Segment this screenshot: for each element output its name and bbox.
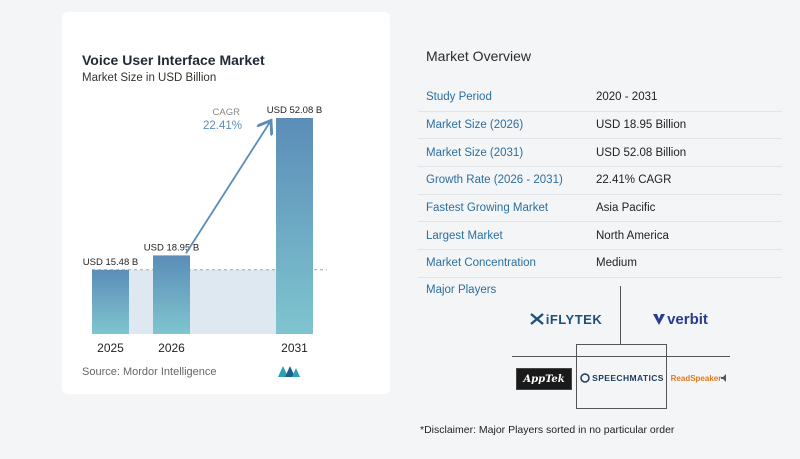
- player-logo-verbit: verbit: [640, 306, 720, 332]
- players-title: Major Players: [426, 284, 496, 296]
- source-note: Source: Mordor Intelligence: [82, 366, 217, 378]
- overview-label: Market Size (2031): [418, 147, 596, 159]
- overview-label: Market Size (2026): [418, 119, 596, 131]
- cagr-arrow: [186, 122, 270, 253]
- overview-value: USD 52.08 Billion: [596, 147, 686, 159]
- overview-label: Market Concentration: [418, 257, 596, 269]
- overview-value: Asia Pacific: [596, 202, 655, 214]
- chart-subtitle: Market Size in USD Billion: [82, 72, 216, 84]
- x-tick-label-2026: 2026: [158, 341, 185, 355]
- overview-row: Largest MarketNorth America: [418, 222, 782, 250]
- overview-row: Market Size (2031)USD 52.08 Billion: [418, 139, 782, 167]
- overview-label: Fastest Growing Market: [418, 202, 596, 214]
- player-logo-iflytek: iFLYTEK: [520, 306, 612, 332]
- data-label-2031: USD 52.08 B: [267, 105, 322, 116]
- overview-label: Largest Market: [418, 230, 596, 242]
- verbit-v-icon: [652, 312, 666, 326]
- x-tick-label-2031: 2031: [281, 341, 308, 355]
- cagr-value: 22.41%: [203, 120, 242, 132]
- mordor-logo-icon: [277, 364, 301, 378]
- overview-value: North America: [596, 230, 669, 242]
- player-name: verbit: [667, 311, 708, 328]
- cagr-label: CAGR: [213, 107, 241, 118]
- player-name: SPEECHMATICS: [592, 373, 664, 383]
- overview-value: Medium: [596, 257, 637, 269]
- bar-2025: [92, 270, 129, 334]
- overview-value: USD 18.95 Billion: [596, 119, 686, 131]
- x-tick-label-2025: 2025: [97, 341, 124, 355]
- player-logo-speechmatics: SPEECHMATICS: [580, 368, 664, 388]
- grid-divider: [620, 286, 621, 344]
- player-logo-apptek: AppTek: [516, 368, 572, 390]
- player-name: AppTek: [523, 374, 564, 385]
- overview-row: Growth Rate (2026 - 2031)22.41% CAGR: [418, 167, 782, 195]
- grid-divider: [666, 344, 667, 408]
- iflytek-mark-icon: [530, 312, 544, 326]
- overview-value: 2020 - 2031: [596, 91, 657, 103]
- overview-label: Growth Rate (2026 - 2031): [418, 174, 596, 186]
- player-logo-readspeaker: ReadSpeaker: [670, 368, 730, 388]
- speechmatics-dot-icon: [580, 373, 590, 383]
- overview-value: 22.41% CAGR: [596, 174, 671, 186]
- grid-divider: [576, 344, 666, 345]
- grid-divider: [512, 356, 730, 357]
- overview-row: Market ConcentrationMedium: [418, 250, 782, 278]
- data-label-2026: USD 18.95 B: [144, 242, 199, 253]
- player-name: ReadSpeaker: [671, 374, 722, 383]
- overview-table: Study Period2020 - 2031 Market Size (202…: [418, 84, 782, 278]
- bar-2031: [276, 118, 313, 334]
- speaker-icon: [721, 374, 729, 382]
- disclaimer: *Disclaimer: Major Players sorted in no …: [420, 424, 674, 436]
- player-name: iFLYTEK: [546, 312, 602, 327]
- bar-chart: USD 15.48 B 2025 USD 18.95 B 2026 USD 52.08 …: [62, 12, 390, 394]
- overview-title: Market Overview: [426, 48, 531, 64]
- chart-title: Voice User Interface Market: [82, 52, 265, 68]
- grid-divider: [576, 408, 667, 409]
- overview-row: Study Period2020 - 2031: [418, 84, 782, 112]
- overview-row: Market Size (2026)USD 18.95 Billion: [418, 112, 782, 140]
- bar-2026: [153, 255, 190, 334]
- overview-label: Study Period: [418, 91, 596, 103]
- data-label-2025: USD 15.48 B: [83, 257, 138, 268]
- chart-card: USD 15.48 B 2025 USD 18.95 B 2026 USD 52.08 …: [62, 12, 390, 394]
- overview-row: Fastest Growing MarketAsia Pacific: [418, 195, 782, 223]
- grid-divider: [576, 344, 577, 408]
